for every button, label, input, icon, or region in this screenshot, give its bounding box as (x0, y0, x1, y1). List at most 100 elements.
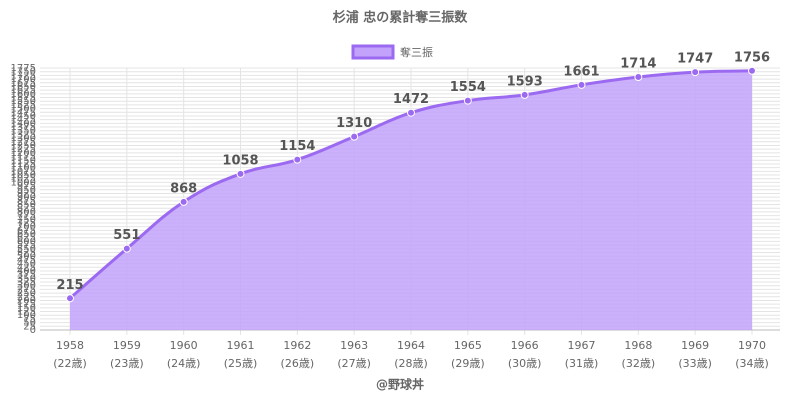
point (350, 132, 359, 141)
y-tick-label: 1075 (11, 166, 36, 177)
x-tick-sublabel: (28歳) (394, 357, 428, 370)
y-tick-label: 925 (17, 188, 36, 199)
value-label: 868 (170, 181, 197, 196)
y-tick-label: 275 (17, 284, 36, 295)
y-tick-label: 1125 (11, 159, 36, 170)
y-tick-label: 50 (23, 318, 36, 329)
value-label: 551 (113, 228, 140, 243)
x-tick-label: 1966 (511, 339, 539, 352)
point (463, 96, 472, 105)
y-tick-label: 1100 (11, 163, 36, 174)
y-tick-label: 450 (17, 259, 36, 270)
value-label: 1554 (450, 80, 486, 95)
value-label: 1310 (336, 116, 372, 131)
y-tick-label: 675 (17, 225, 36, 236)
x-tick-sublabel: (27歳) (337, 357, 371, 370)
y-tick-label: 1600 (11, 89, 36, 100)
value-label: 1747 (677, 52, 713, 67)
value-label: 1154 (279, 139, 315, 154)
y-tick-label: 1300 (11, 133, 36, 144)
point (236, 169, 245, 178)
y-tick-label: 1225 (11, 144, 36, 155)
x-tick-label: 1967 (568, 339, 596, 352)
y-tick-label: 225 (17, 292, 36, 303)
x-tick-sublabel: (34歳) (735, 357, 769, 370)
x-tick-sublabel: (24歳) (167, 357, 201, 370)
point (293, 155, 302, 164)
y-tick-label: 1350 (11, 126, 36, 137)
x-tick-sublabel: (29歳) (451, 357, 485, 370)
credit: @野球丼 (376, 377, 424, 392)
y-tick-label: 650 (17, 229, 36, 240)
point (66, 294, 74, 303)
y-tick-label: 625 (17, 233, 36, 244)
x-tick-sublabel: (26歳) (281, 357, 315, 370)
y-tick-label: 1725 (11, 70, 36, 81)
y-tick-label: 1175 (11, 152, 36, 163)
y-tick-label: 1200 (11, 148, 36, 159)
y-tick-label: 775 (17, 211, 36, 222)
y-tick-label: 1500 (11, 104, 36, 115)
point (179, 197, 188, 206)
x-tick-label: 1963 (340, 339, 368, 352)
y-tick-label: 1375 (11, 122, 36, 133)
x-tick-sublabel: (22歳) (53, 357, 87, 370)
x-tick-label: 1962 (283, 339, 311, 352)
y-tick-label: 100 (17, 310, 36, 321)
y-tick-label: 1700 (11, 74, 36, 85)
x-tick-label: 1968 (624, 339, 652, 352)
y-tick-label: 1550 (11, 96, 36, 107)
y-tick-label: 500 (17, 251, 36, 262)
point (634, 73, 643, 82)
x-tick-sublabel: (33歳) (678, 357, 712, 370)
point (520, 90, 529, 99)
y-tick-label: 950 (17, 185, 36, 196)
y-tick-label: 0 (30, 325, 36, 336)
y-tick-label: 750 (17, 214, 36, 225)
y-tick-label: 575 (17, 240, 36, 251)
y-tick-label: 475 (17, 255, 36, 266)
x-tick-label: 1959 (113, 339, 141, 352)
legend-swatch (351, 44, 395, 60)
x-tick-sublabel: (25歳) (224, 357, 258, 370)
x-tick-label: 1965 (454, 339, 482, 352)
area (70, 70, 752, 330)
y-tick-label: 150 (17, 303, 36, 314)
y-tick-label: 1450 (11, 111, 36, 122)
y-tick-label: 325 (17, 277, 36, 288)
y-tick-label: 825 (17, 203, 36, 214)
legend-label: 奪三振 (400, 45, 433, 59)
y-tick-label: 1775 (11, 63, 36, 74)
y-tick-label: 350 (17, 273, 36, 284)
value-label: 215 (56, 278, 83, 293)
x-tick-label: 1970 (738, 339, 766, 352)
y-tick-label: 400 (17, 266, 36, 277)
y-tick-label: 525 (17, 248, 36, 259)
y-tick-label: 1475 (11, 107, 36, 118)
point (122, 244, 131, 253)
x-tick-label: 1964 (397, 339, 425, 352)
chart-title: 杉浦 忠の累計奪三振数 (333, 10, 469, 26)
value-label: 1472 (393, 92, 429, 107)
value-label: 1714 (620, 57, 656, 72)
y-tick-label: 900 (17, 192, 36, 203)
y-tick-label: 1425 (11, 115, 36, 126)
y-tick-label: 700 (17, 222, 36, 233)
y-tick-label: 1525 (11, 100, 36, 111)
point (748, 66, 756, 75)
y-tick-label: 1675 (11, 78, 36, 89)
y-tick-label: 1000 (11, 177, 36, 188)
y-tick-label: 1025 (11, 174, 36, 185)
y-tick-label: 800 (17, 207, 36, 218)
y-tick-label: 250 (17, 288, 36, 299)
point (407, 108, 415, 117)
y-tick-label: 125 (17, 307, 36, 318)
y-tick-label: 850 (17, 200, 36, 211)
x-tick-sublabel: (23歳) (110, 357, 144, 370)
y-tick-label: 1050 (11, 170, 36, 181)
y-tick-label: 875 (17, 196, 36, 207)
y-tick-label: 425 (17, 262, 36, 273)
y-tick-label: 1650 (11, 81, 36, 92)
y-tick-label: 550 (17, 244, 36, 255)
